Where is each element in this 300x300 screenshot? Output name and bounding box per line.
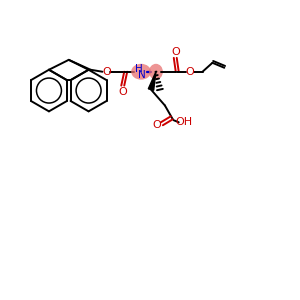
- Text: O: O: [119, 86, 128, 97]
- Text: O: O: [171, 47, 180, 57]
- Text: O: O: [102, 67, 111, 77]
- Text: OH: OH: [175, 117, 192, 127]
- Text: O: O: [185, 67, 194, 77]
- Polygon shape: [148, 72, 156, 90]
- Text: H: H: [135, 64, 143, 74]
- Ellipse shape: [149, 64, 163, 80]
- Ellipse shape: [131, 64, 151, 80]
- Text: N: N: [138, 70, 146, 80]
- Text: O: O: [153, 120, 161, 130]
